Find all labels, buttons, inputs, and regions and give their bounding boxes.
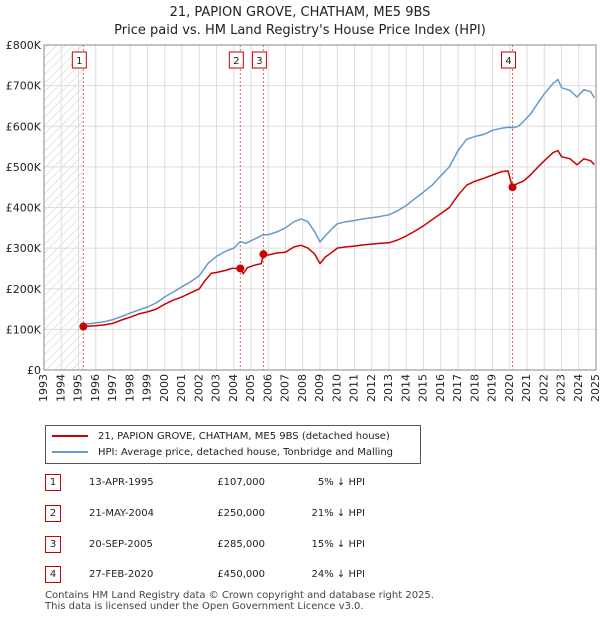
x-tick-label: 1997	[106, 374, 119, 402]
x-tick-label: 2000	[158, 374, 171, 402]
price-chart: £0 £100K £200K £300K £400K £500K £600K £700K £80…	[6, 39, 600, 402]
x-tick-label: 2023	[555, 374, 568, 402]
x-tick-label: 2009	[313, 374, 326, 402]
x-tick-label: 2020	[503, 374, 516, 402]
y-tick-label: £0	[27, 364, 41, 377]
y-tick-label: £800K	[6, 39, 42, 52]
x-tick-label: 1998	[123, 374, 136, 402]
footer-line-2: This data is licensed under the Open Gov…	[45, 601, 364, 612]
y-tick-label: £600K	[6, 120, 42, 133]
x-tick-label: 1995	[72, 374, 85, 402]
sale-label-text: 1	[76, 56, 82, 67]
transaction-hpi-diff: 15% ↓ HPI	[311, 539, 365, 550]
transaction-hpi-diff: 21% ↓ HPI	[311, 508, 365, 519]
transaction-number: 4	[45, 566, 61, 583]
x-tick-label: 2015	[417, 374, 430, 402]
sale-label-box	[251, 51, 267, 69]
x-tick-label: 2004	[227, 374, 240, 402]
sale-label-text: 3	[256, 56, 262, 67]
y-tick-label: £400K	[6, 202, 42, 215]
transaction-date: 20-SEP-2005	[89, 539, 153, 550]
transaction-number: 3	[45, 536, 61, 553]
legend-swatch-hpi	[52, 451, 88, 453]
x-tick-label: 2011	[348, 374, 361, 402]
transaction-row: 4 27-FEB-2020 £450,000 24% ↓ HPI	[45, 566, 405, 584]
x-tick-label: 1994	[54, 374, 67, 402]
x-tick-label: 2008	[296, 374, 309, 402]
x-tick-label: 2022	[537, 374, 550, 402]
x-tick-label: 2021	[520, 374, 533, 402]
transaction-price: £107,000	[217, 477, 265, 488]
sale-label-box	[71, 51, 87, 69]
sale-point	[79, 322, 88, 331]
x-tick-label: 2006	[261, 374, 274, 402]
x-tick-label: 2024	[572, 374, 585, 402]
legend-label-property: 21, PAPION GROVE, CHATHAM, ME5 9BS (deta…	[98, 431, 390, 442]
transaction-date: 21-MAY-2004	[89, 508, 155, 519]
transaction-price: £450,000	[217, 569, 265, 580]
x-tick-label: 2001	[175, 374, 188, 402]
transaction-hpi-diff: 5% ↓ HPI	[317, 477, 365, 488]
x-tick-label: 2007	[279, 374, 292, 402]
legend-item-property: 21, PAPION GROVE, CHATHAM, ME5 9BS (deta…	[52, 429, 390, 445]
transaction-row: 3 20-SEP-2005 £285,000 15% ↓ HPI	[45, 536, 405, 554]
x-tick-label: 2012	[365, 374, 378, 402]
transaction-number: 2	[45, 505, 61, 522]
transaction-row: 2 21-MAY-2004 £250,000 21% ↓ HPI	[45, 505, 405, 523]
transaction-date: 27-FEB-2020	[89, 569, 154, 580]
y-tick-label: £200K	[6, 283, 42, 296]
x-tick-label: 2005	[244, 374, 257, 402]
x-tick-label: 2019	[486, 374, 499, 402]
sale-label-text: 2	[233, 56, 239, 67]
sale-label-box	[228, 51, 244, 69]
x-tick-label: 1999	[141, 374, 154, 402]
x-tick-label: 2010	[330, 374, 343, 402]
plot-frame	[43, 44, 597, 371]
legend-item-hpi: HPI: Average price, detached house, Tonb…	[52, 445, 393, 461]
chart-legend: 21, PAPION GROVE, CHATHAM, ME5 9BS (deta…	[45, 425, 421, 464]
transaction-price: £250,000	[217, 508, 265, 519]
x-tick-label: 1996	[89, 374, 102, 402]
y-tick-label: £500K	[6, 161, 42, 174]
transaction-date: 13-APR-1995	[89, 477, 154, 488]
transaction-number: 1	[45, 474, 61, 491]
x-tick-label: 2025	[589, 374, 600, 402]
sale-point	[236, 264, 245, 273]
x-tick-label: 2014	[399, 374, 412, 402]
x-tick-label: 1993	[37, 374, 50, 402]
y-tick-label: £100K	[6, 323, 42, 336]
x-tick-label: 2003	[210, 374, 223, 402]
transaction-hpi-diff: 24% ↓ HPI	[311, 569, 365, 580]
x-tick-label: 2017	[451, 374, 464, 402]
footer-note: Contains HM Land Registry data © Crown c…	[45, 590, 434, 612]
title-line-2: Price paid vs. HM Land Registry's House …	[114, 23, 486, 38]
legend-label-hpi: HPI: Average price, detached house, Tonb…	[98, 447, 394, 458]
chart-title: 21, PAPION GROVE, CHATHAM, ME5 9BS Price…	[0, 4, 600, 40]
legend-swatch-property	[52, 435, 88, 437]
x-tick-label: 2018	[468, 374, 481, 402]
property-price-line	[83, 149, 595, 328]
sale-label-box	[501, 51, 517, 69]
transaction-row: 1 13-APR-1995 £107,000 5% ↓ HPI	[45, 474, 405, 492]
footer-line-1: Contains HM Land Registry data © Crown c…	[45, 590, 434, 601]
x-tick-label: 2002	[192, 374, 205, 402]
transaction-price: £285,000	[217, 539, 265, 550]
y-tick-label: £700K	[6, 80, 42, 93]
sale-label-text: 4	[505, 56, 511, 67]
sale-point	[259, 250, 268, 259]
sale-point	[508, 183, 517, 192]
title-line-1: 21, PAPION GROVE, CHATHAM, ME5 9BS	[169, 5, 431, 20]
hpi-line	[83, 78, 595, 325]
y-tick-label: £300K	[6, 242, 42, 255]
x-tick-label: 2013	[382, 374, 395, 402]
x-tick-label: 2016	[434, 374, 447, 402]
